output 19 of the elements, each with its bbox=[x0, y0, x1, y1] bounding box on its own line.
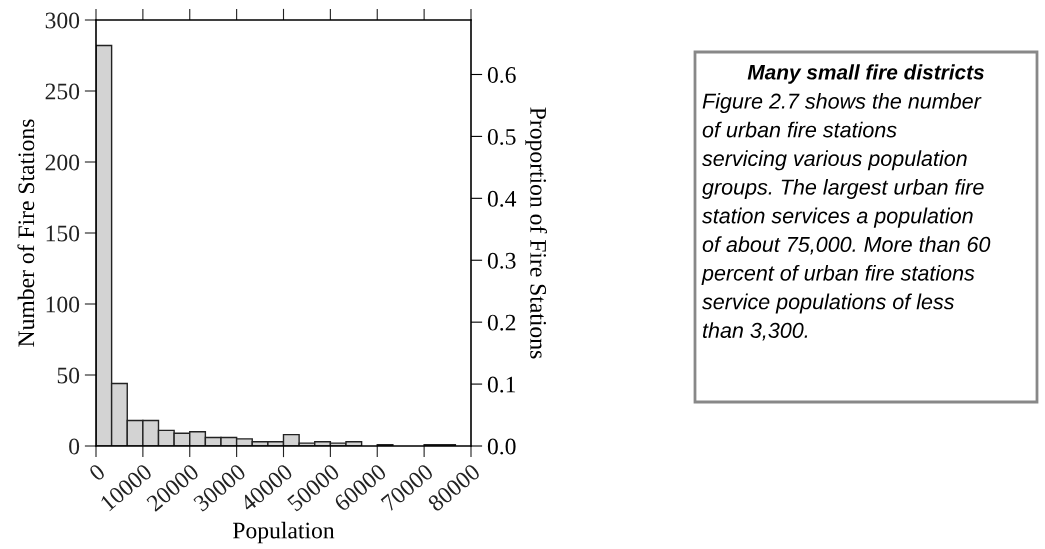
text: Figure 2.7 shows the number of urban fire stations servicing various population groups. The largest urban fire station services a population of about 75,000. More than 60 percent of urban fire stations service populations of less than 3,300. bbox=[701, 93, 991, 341]
y2-tick-label: 0.6 bbox=[487, 66, 516, 84]
y2-tick-label: 0.0 bbox=[487, 438, 516, 455]
y-tick-label: 250 bbox=[45, 83, 80, 100]
y-tick-label: 0 bbox=[69, 438, 80, 455]
y2-axis-title: Proportion of Fire Stations bbox=[525, 107, 548, 359]
y-axis-title: Number of Fire Stations bbox=[17, 119, 35, 347]
x-axis-title: Population bbox=[233, 521, 335, 544]
y-tick-label: 300 bbox=[45, 12, 80, 29]
y-tick-label: 100 bbox=[46, 296, 80, 313]
y-tick-label: 150 bbox=[46, 225, 80, 242]
y2-tick-label: 0.3 bbox=[487, 252, 516, 269]
y-tick-label: 200 bbox=[45, 154, 80, 171]
y2-tick-label: 0.2 bbox=[487, 314, 516, 331]
y2-tick-label: 0.1 bbox=[487, 376, 516, 393]
y2-tick-label: 0.5 bbox=[487, 128, 516, 145]
text: Many small fire districts bbox=[747, 64, 984, 84]
y2-tick-label: 0.4 bbox=[487, 190, 517, 207]
y-tick-label: 50 bbox=[57, 367, 80, 384]
